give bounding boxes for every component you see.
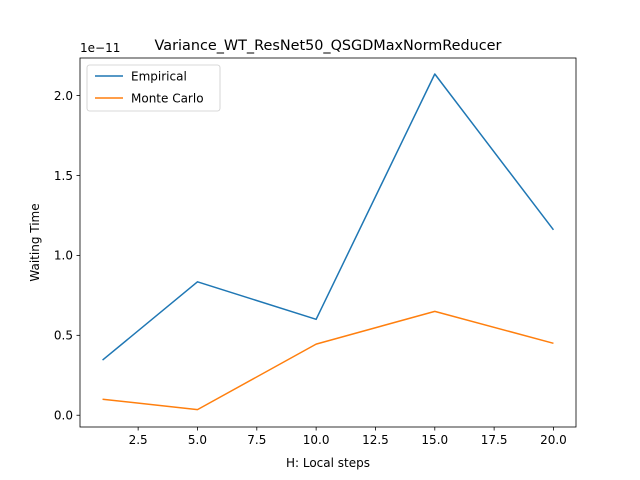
axes-frame xyxy=(79,57,577,428)
plot-area xyxy=(102,73,555,411)
y-axis-label: Waiting Time xyxy=(28,203,42,281)
legend-label: Empirical xyxy=(131,69,187,83)
x-tick-label: 2.5 xyxy=(129,433,148,447)
x-tick-label: 17.5 xyxy=(481,433,508,447)
legend: Empirical Monte Carlo xyxy=(86,64,221,112)
x-tick-label: 10.0 xyxy=(303,433,330,447)
y-axis: 0.0 0.5 1.0 1.5 2.0 xyxy=(54,89,80,423)
x-tick-label: 20.0 xyxy=(540,433,567,447)
y-tick-label: 0.5 xyxy=(54,329,73,343)
x-tick-label: 12.5 xyxy=(362,433,389,447)
y-tick-label: 1.5 xyxy=(54,169,73,183)
series-line-0 xyxy=(102,73,555,361)
x-tick-label: 5.0 xyxy=(188,433,207,447)
chart-title: Variance_WT_ResNet50_QSGDMaxNormReducer xyxy=(155,38,502,54)
y-tick-label: 1.0 xyxy=(54,249,73,263)
legend-label: Monte Carlo xyxy=(131,91,204,105)
y-offset-label: 1e−11 xyxy=(80,41,120,55)
y-tick-label: 0.0 xyxy=(54,409,73,423)
x-tick-label: 15.0 xyxy=(421,433,448,447)
y-tick-label: 2.0 xyxy=(54,89,73,103)
x-axis: 2.5 5.0 7.5 10.0 12.5 15.0 17.5 20.0 xyxy=(129,427,567,447)
x-axis-label: H: Local steps xyxy=(286,456,370,470)
x-tick-label: 7.5 xyxy=(247,433,266,447)
series-line-1 xyxy=(102,310,554,411)
